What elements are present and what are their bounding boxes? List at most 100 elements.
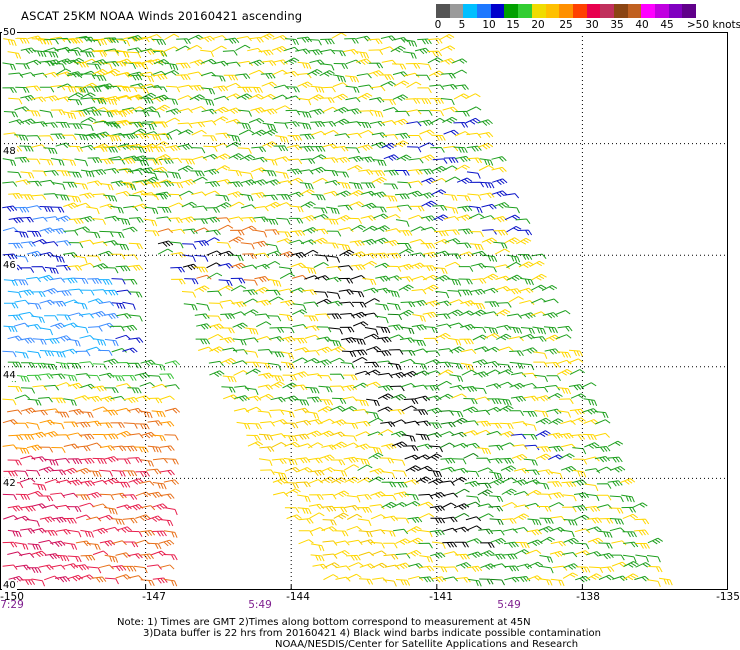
- wind-barb: [44, 478, 61, 484]
- wind-barb: [8, 193, 23, 200]
- wind-barb: [387, 302, 401, 311]
- wind-barb: [310, 554, 325, 562]
- wind-barb: [391, 441, 408, 449]
- wind-barb: [427, 50, 443, 57]
- wind-barb: [74, 158, 89, 167]
- wind-barb: [159, 519, 174, 527]
- wind-barb: [353, 409, 369, 415]
- wind-barb: [98, 349, 113, 356]
- wind-barb: [44, 38, 59, 45]
- wind-barb: [533, 351, 548, 359]
- wind-barb: [177, 108, 193, 114]
- wind-barb: [493, 202, 510, 209]
- wind-barb: [50, 158, 65, 166]
- wind-barb: [416, 74, 431, 81]
- note-line-1: Note: 1) Times are GMT 2)Times along bot…: [117, 617, 531, 628]
- wind-barb: [111, 302, 126, 310]
- wind-barb: [385, 214, 401, 220]
- wind-barb: [55, 434, 70, 440]
- wind-barb: [130, 83, 146, 89]
- legend-tick-35: 35: [610, 19, 624, 31]
- wind-barb: [531, 273, 547, 281]
- wind-barb: [272, 491, 289, 497]
- wind-barb: [545, 385, 561, 391]
- wind-barb: [345, 75, 360, 83]
- wind-barb: [442, 527, 458, 533]
- wind-barb: [431, 541, 446, 549]
- wind-barb: [364, 361, 380, 368]
- wind-barb: [122, 301, 136, 310]
- wind-barb: [289, 205, 304, 213]
- wind-barb: [165, 108, 182, 115]
- wind-barb: [55, 215, 72, 223]
- wind-barb: [531, 298, 547, 304]
- wind-barb: [26, 518, 40, 527]
- wind-barb: [375, 303, 390, 311]
- wind-barb: [241, 225, 257, 232]
- wind-barb: [140, 431, 156, 439]
- wind-barb: [243, 309, 259, 316]
- wind-barb: [246, 406, 262, 412]
- wind-barb: [152, 73, 168, 80]
- wind-barb: [460, 323, 476, 331]
- wind-barb: [310, 543, 325, 552]
- wind-barb: [411, 324, 427, 331]
- lon-label-144: -144: [286, 591, 310, 603]
- wind-barb: [609, 465, 626, 473]
- wind-barb: [262, 122, 277, 131]
- wind-barb: [138, 480, 155, 486]
- wind-barb: [222, 347, 238, 353]
- wind-barb: [144, 194, 159, 201]
- wind-barb: [7, 171, 22, 179]
- wind-barb: [207, 315, 222, 322]
- wind-barb: [383, 195, 398, 202]
- wind-barb: [74, 226, 90, 232]
- wind-barb: [56, 314, 72, 321]
- wind-barb: [339, 249, 355, 257]
- wind-barb: [535, 417, 551, 425]
- wind-barb: [557, 325, 573, 332]
- wind-barb: [26, 135, 42, 141]
- wind-barb: [263, 158, 278, 166]
- wind-barb: [90, 310, 107, 318]
- wind-barb: [367, 431, 383, 437]
- wind-barb: [14, 156, 30, 163]
- wind-barb: [139, 505, 156, 511]
- wind-barb: [171, 278, 186, 285]
- wind-barb: [143, 176, 159, 184]
- wind-barb: [453, 93, 469, 100]
- wind-barb: [177, 143, 193, 151]
- wind-barb: [378, 384, 394, 392]
- wind-barb: [116, 526, 132, 533]
- wind-barb: [151, 38, 167, 46]
- wind-barb: [345, 147, 360, 154]
- wind-barb: [2, 444, 18, 450]
- wind-barb: [116, 120, 132, 126]
- wind-barb: [129, 121, 145, 128]
- wind-barb: [572, 447, 587, 455]
- wind-barb: [159, 564, 175, 570]
- wind-barb: [398, 248, 414, 255]
- wind-barb: [103, 194, 118, 202]
- wind-barb: [99, 493, 115, 501]
- wind-barb: [376, 350, 392, 357]
- wind-barb: [490, 537, 507, 545]
- wind-barb: [347, 539, 363, 546]
- wind-barb: [304, 275, 320, 280]
- wind-barb: [513, 467, 530, 474]
- wind-barb: [8, 575, 24, 583]
- wind-barb: [388, 349, 404, 355]
- wind-barb: [419, 576, 434, 583]
- wind-barb: [361, 238, 377, 246]
- wind-barb: [51, 397, 66, 404]
- wind-barb: [190, 106, 206, 111]
- wind-barb: [375, 275, 391, 282]
- legend-swatch-1: [449, 4, 464, 18]
- wind-barb: [127, 74, 143, 81]
- wind-barb: [223, 74, 239, 81]
- wind-barb: [94, 143, 110, 150]
- wind-barb: [543, 326, 558, 334]
- wind-barb: [104, 526, 120, 532]
- wind-barb: [31, 291, 46, 298]
- wind-barb: [386, 206, 401, 212]
